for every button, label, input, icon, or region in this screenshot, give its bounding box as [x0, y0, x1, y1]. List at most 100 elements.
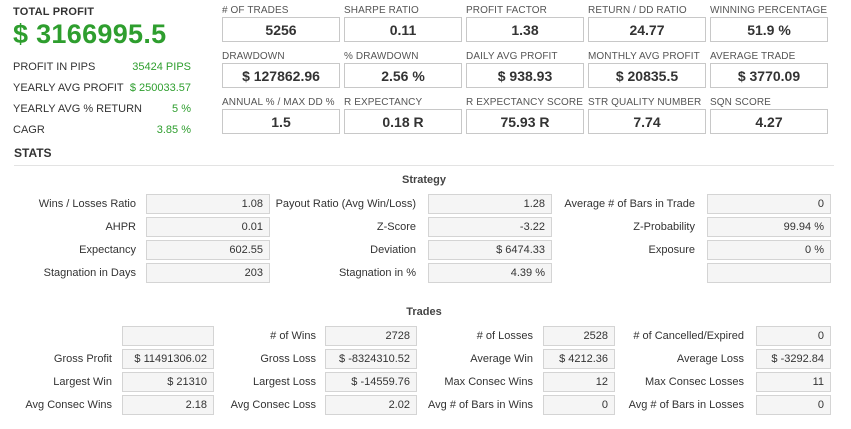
- trades-label: Gross Profit: [53, 353, 112, 365]
- summary-row-value: 35424 PIPS: [132, 61, 191, 73]
- trades-label: Avg Consec Wins: [25, 399, 112, 411]
- trades-value: 2.02: [325, 395, 417, 415]
- trades-label: # of Cancelled/Expired: [633, 330, 744, 342]
- metric-label: # OF TRADES: [222, 5, 289, 16]
- metric-percent-drawdown: % DRAWDOWN 2.56 %: [344, 51, 462, 88]
- trades-value: $ -14559.76: [325, 372, 417, 392]
- trades-value: [122, 326, 214, 346]
- strategy-value: 0: [707, 194, 831, 214]
- total-profit-value: $ 3166995.5: [13, 19, 167, 49]
- metric-value: 1.5: [222, 109, 340, 134]
- summary-row-value: $ 250033.57: [129, 82, 191, 94]
- metric-str-quality-number: STR QUALITY NUMBER 7.74: [588, 97, 706, 134]
- strategy-label: Wins / Losses Ratio: [38, 198, 136, 210]
- strategy-label: Z-Probability: [633, 221, 695, 233]
- metric-value: 0.18 R: [344, 109, 462, 134]
- metric-profit-factor: PROFIT FACTOR 1.38: [466, 5, 584, 42]
- summary-row-value: 5 %: [172, 103, 191, 115]
- strategy-label: Exposure: [648, 244, 695, 256]
- trades-section-title: Trades: [406, 306, 442, 318]
- metric-value: $ 127862.96: [222, 63, 340, 88]
- summary-row-label: YEARLY AVG % RETURN: [13, 103, 142, 115]
- summary-row-label: YEARLY AVG PROFIT: [13, 82, 124, 94]
- metric-value: 0.11: [344, 17, 462, 42]
- strategy-label: Deviation: [370, 244, 416, 256]
- trades-label: Average Loss: [676, 353, 744, 365]
- strategy-value: 0.01: [146, 217, 270, 237]
- summary-row-pips: PROFIT IN PIPS 35424 PIPS: [13, 59, 191, 75]
- strategy-label: Stagnation in Days: [43, 267, 136, 279]
- trades-value: 2528: [543, 326, 615, 346]
- total-profit-summary: TOTAL PROFIT $ 3166995.5 PROFIT IN PIPS …: [13, 6, 191, 138]
- trades-value: $ -8324310.52: [325, 349, 417, 369]
- strategy-label: Payout Ratio (Avg Win/Loss): [275, 198, 416, 210]
- metric-average-trade: AVERAGE TRADE $ 3770.09: [710, 51, 828, 88]
- trades-label: Max Consec Wins: [444, 376, 533, 388]
- metric-label: WINNING PERCENTAGE: [710, 5, 828, 16]
- total-profit-label: TOTAL PROFIT: [13, 6, 95, 18]
- metric-value: 1.38: [466, 17, 584, 42]
- metric-label: % DRAWDOWN: [344, 51, 419, 62]
- stats-heading: STATS: [14, 146, 52, 160]
- metric-annual-max-dd: ANNUAL % / MAX DD % 1.5: [222, 97, 340, 134]
- metric-value: 75.93 R: [466, 109, 584, 134]
- trades-value: 2.18: [122, 395, 214, 415]
- trades-label: Gross Loss: [260, 353, 316, 365]
- trades-value: 0: [756, 395, 831, 415]
- summary-row-label: CAGR: [13, 124, 45, 136]
- trades-label: Largest Win: [53, 376, 112, 388]
- metric-value: 51.9 %: [710, 17, 828, 42]
- strategy-label: Expectancy: [79, 244, 136, 256]
- metric-value: $ 3770.09: [710, 63, 828, 88]
- strategy-label: AHPR: [105, 221, 136, 233]
- strategy-value: 99.94 %: [707, 217, 831, 237]
- metric-daily-avg-profit: DAILY AVG PROFIT $ 938.93: [466, 51, 584, 88]
- trades-label: Avg Consec Loss: [230, 399, 316, 411]
- metric-value: 24.77: [588, 17, 706, 42]
- trades-value: 2728: [325, 326, 417, 346]
- trades-value: 0: [756, 326, 831, 346]
- metric-monthly-avg-profit: MONTHLY AVG PROFIT $ 20835.5: [588, 51, 706, 88]
- metric-label: DRAWDOWN: [222, 51, 285, 62]
- metric-trades: # OF TRADES 5256: [222, 5, 340, 42]
- strategy-value: [707, 263, 831, 283]
- metric-label: PROFIT FACTOR: [466, 5, 547, 16]
- metric-winning-percentage: WINNING PERCENTAGE 51.9 %: [710, 5, 828, 42]
- metric-return-dd-ratio: RETURN / DD RATIO 24.77: [588, 5, 706, 42]
- trades-label: Avg # of Bars in Wins: [428, 399, 533, 411]
- strategy-value: 4.39 %: [428, 263, 552, 283]
- metric-r-expectancy-score: R EXPECTANCY SCORE 75.93 R: [466, 97, 584, 134]
- strategy-value: 1.08: [146, 194, 270, 214]
- strategy-section-title: Strategy: [401, 174, 447, 186]
- metric-value: 5256: [222, 17, 340, 42]
- trades-value: $ 4212.36: [543, 349, 615, 369]
- metric-sharpe-ratio: SHARPE RATIO 0.11: [344, 5, 462, 42]
- strategy-value: 602.55: [146, 240, 270, 260]
- metric-value: $ 20835.5: [588, 63, 706, 88]
- strategy-label: Stagnation in %: [338, 267, 416, 279]
- metric-value: 4.27: [710, 109, 828, 134]
- metric-label: R EXPECTANCY SCORE: [466, 97, 584, 108]
- metric-label: RETURN / DD RATIO: [588, 5, 687, 16]
- trades-value: 12: [543, 372, 615, 392]
- trades-value: $ 21310: [122, 372, 214, 392]
- trades-label: Avg # of Bars in Losses: [628, 399, 744, 411]
- summary-row-label: PROFIT IN PIPS: [13, 61, 96, 73]
- trades-label: Average Win: [470, 353, 533, 365]
- metric-label: SQN SCORE: [710, 97, 771, 108]
- trades-label: Largest Loss: [253, 376, 316, 388]
- metric-label: AVERAGE TRADE: [710, 51, 796, 62]
- metric-label: STR QUALITY NUMBER: [588, 97, 702, 108]
- metric-label: SHARPE RATIO: [344, 5, 419, 16]
- summary-row-yearly-return: YEARLY AVG % RETURN 5 %: [13, 101, 191, 117]
- metric-label: DAILY AVG PROFIT: [466, 51, 558, 62]
- strategy-value: $ 6474.33: [428, 240, 552, 260]
- metric-value: 2.56 %: [344, 63, 462, 88]
- strategy-value: 0 %: [707, 240, 831, 260]
- metric-label: MONTHLY AVG PROFIT: [588, 51, 700, 62]
- trades-value: 11: [756, 372, 831, 392]
- summary-row-value: 3.85 %: [156, 124, 191, 136]
- strategy-value: -3.22: [428, 217, 552, 237]
- metric-drawdown: DRAWDOWN $ 127862.96: [222, 51, 340, 88]
- metric-label: R EXPECTANCY: [344, 97, 423, 108]
